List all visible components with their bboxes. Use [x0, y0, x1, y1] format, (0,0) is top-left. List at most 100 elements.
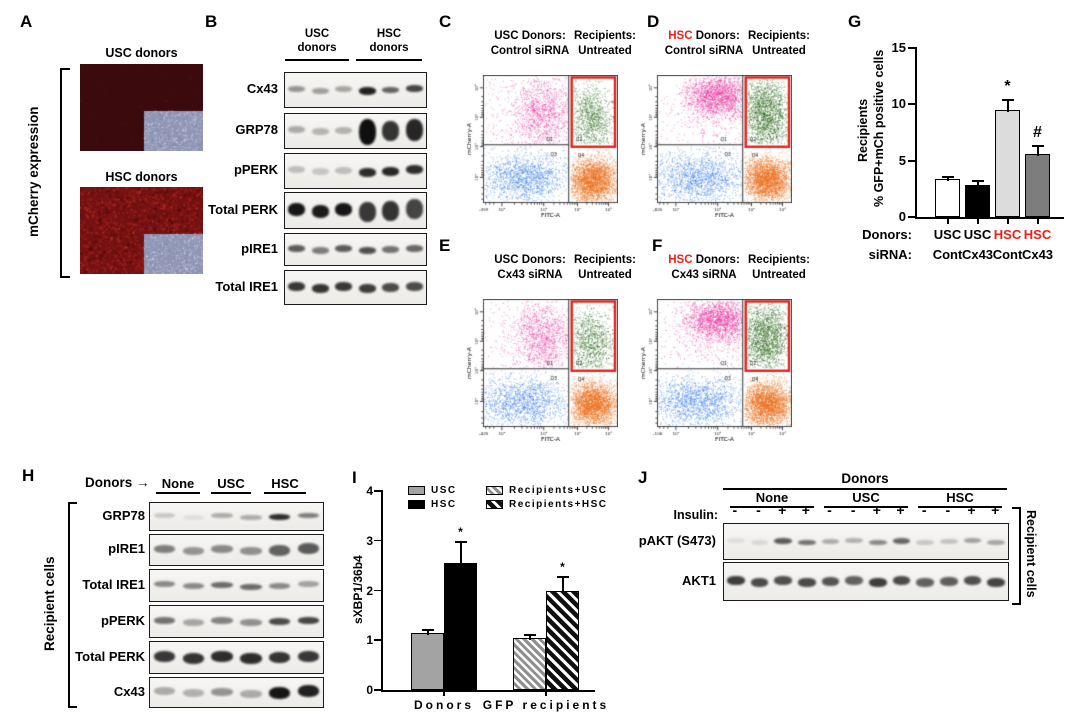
b-band: [405, 281, 423, 291]
donor-suffix: Donors:: [518, 30, 566, 42]
b-blot-label: GRP78: [235, 122, 278, 137]
h-band: [211, 617, 233, 625]
i-y-tick-label: 1: [366, 633, 373, 648]
j-insulin-sign: -: [945, 502, 951, 518]
h-band: [182, 618, 204, 626]
g-bar: [995, 109, 1020, 217]
i-y-tick-label: 3: [366, 533, 373, 548]
g-donor-label: HSC: [993, 227, 1022, 242]
j-band: [727, 575, 745, 585]
i-legend-label: Recipients+USC: [509, 485, 608, 496]
panel-b-letter: B: [205, 12, 218, 31]
i-group-label-donors: Donors: [414, 698, 474, 712]
i-error-stem: [459, 540, 462, 566]
g-sirna-label: Cont: [932, 247, 963, 262]
j-insulin-label: Insulin:: [673, 508, 718, 522]
panel-c-letter: C: [439, 12, 452, 31]
i-group-label-recipients: GFP recipients: [482, 698, 610, 712]
b-band: [311, 168, 329, 176]
b-band: [358, 167, 376, 177]
h-blot-box: [149, 569, 324, 602]
b-band: [311, 246, 329, 254]
b-band: [335, 245, 353, 253]
recipients-label: Recipients:: [748, 30, 810, 42]
j-band: [845, 575, 863, 585]
flow-f-donor-title: HSC Donors: Cx43 siRNA: [651, 253, 757, 283]
b-blot-label: Total PERK: [208, 201, 278, 217]
j-donors-underline: [723, 488, 1007, 490]
j-group-hsc: HSC: [918, 490, 1002, 508]
j-band: [940, 577, 958, 586]
h-band: [153, 650, 176, 662]
h-band: [211, 545, 233, 554]
h-band: [297, 616, 320, 624]
h-band: [297, 512, 320, 518]
j-insulin-sign: -: [921, 502, 927, 518]
j-band: [963, 575, 982, 585]
b-band: [405, 165, 423, 175]
g-significance-mark: #: [1033, 123, 1042, 141]
j-insulin-sign: +: [872, 502, 881, 518]
g-y-tick-label: 0: [898, 209, 906, 224]
hsc-donors-image: [80, 187, 203, 274]
flow-scatter-D: [639, 75, 792, 217]
h-donors-text: Donors: [85, 475, 133, 490]
j-band: [798, 578, 816, 588]
g-y-tick: [908, 103, 915, 106]
h-band: [211, 513, 233, 519]
donor-suffix: Donors:: [692, 30, 740, 42]
j-band: [916, 578, 934, 588]
b-band: [358, 284, 376, 294]
i-bar: [444, 563, 477, 690]
j-insulin-sign: -: [827, 502, 832, 518]
h-band: [269, 652, 291, 663]
i-x-axis: [381, 690, 595, 692]
usc-header-line1: USC: [304, 28, 330, 40]
mcherry-expression-label: mCherry expression: [26, 106, 41, 238]
g-significance-mark: *: [1004, 77, 1011, 95]
j-band: [845, 537, 863, 543]
g-error-cap: [971, 179, 984, 182]
i-significance-mark: *: [560, 559, 565, 574]
i-error-cap: [421, 629, 434, 632]
g-y-tick: [908, 216, 915, 218]
h-group-hsc: HSC: [264, 476, 306, 494]
b-band: [311, 128, 329, 136]
j-band: [750, 539, 769, 545]
j-blot-label: pAKT (S473): [638, 532, 716, 548]
flow-panel-D: D HSC Donors: Control siRNA Recipients: Un…: [611, 10, 823, 234]
g-ylabel-recipients: Recipients: [856, 98, 870, 162]
i-bar: [513, 637, 546, 690]
recipients-treatment: Untreated: [752, 45, 806, 57]
recipients-label: Recipients:: [748, 254, 810, 266]
recipients-treatment: Untreated: [578, 269, 632, 281]
h-blot-box: [149, 677, 324, 708]
h-band: [269, 513, 291, 520]
b-band: [358, 87, 376, 96]
i-legend-swatch: [486, 500, 503, 509]
h-band: [153, 544, 176, 553]
i-x-minor-tick: [545, 692, 547, 696]
h-band: [297, 543, 320, 555]
h-blot-box: [149, 605, 324, 638]
h-band: [182, 652, 204, 664]
g-error-stem: [976, 179, 979, 188]
i-error-cap: [523, 634, 536, 637]
h-band: [297, 685, 320, 698]
flow-scatter-E: [465, 299, 618, 441]
h-band: [240, 689, 262, 698]
g-bar: [935, 178, 960, 217]
h-band: [269, 686, 291, 699]
g-donor-label: USC: [933, 227, 962, 242]
g-donor-label: HSC: [1023, 227, 1052, 242]
h-blot-box: [149, 534, 324, 566]
b-band: [405, 85, 423, 93]
j-band: [798, 540, 816, 546]
j-band: [774, 537, 792, 544]
h-band: [153, 616, 176, 624]
b-band: [311, 87, 329, 94]
h-band: [240, 515, 262, 521]
j-band: [987, 577, 1005, 587]
j-insulin-sign: -: [756, 502, 761, 518]
b-band: [311, 204, 329, 218]
